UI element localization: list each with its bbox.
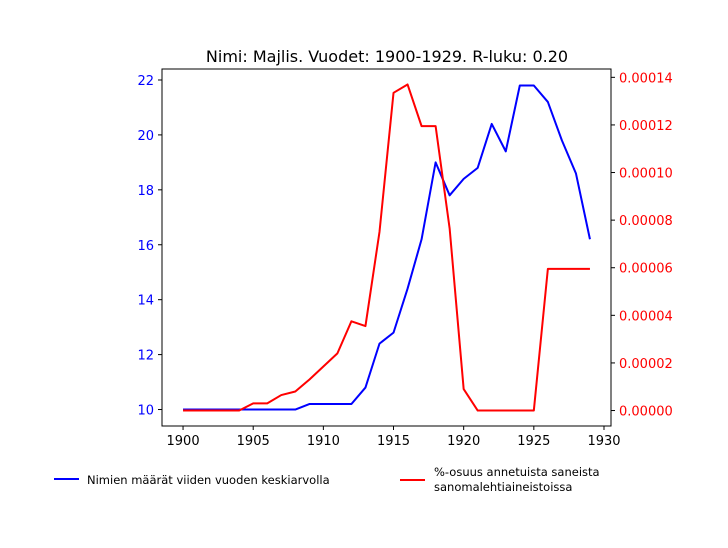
plot-frame (161, 68, 612, 427)
y-left-tick-label: 16 (137, 239, 154, 254)
y-right-tick-label: 0.00012 (619, 119, 673, 134)
y-right-tick-label: 0.00000 (619, 405, 673, 420)
legend: Nimien määrät viiden vuoden keskiarvolla… (54, 465, 603, 494)
y-right-tick-label: 0.00014 (619, 71, 673, 86)
x-tick-label: 1930 (587, 434, 620, 449)
x-tick-label: 1920 (447, 434, 480, 449)
y-right-tick-label: 0.00006 (619, 262, 673, 277)
legend-label-series-1: Nimien määrät viiden vuoden keskiarvolla (87, 473, 330, 487)
plot-lines (183, 83, 591, 412)
x-tick-label: 1905 (237, 434, 270, 449)
y-left-tick-label: 22 (137, 74, 154, 89)
legend-label-series-2-line-2: sanomalehtiaineistoissa (434, 480, 572, 494)
y-axis-left: 10 12 14 16 18 20 22 (137, 74, 162, 419)
y-right-tick-label: 0.00004 (619, 309, 673, 324)
x-axis: 1900 1905 1910 1915 1920 1925 1930 (167, 426, 621, 449)
x-tick-label: 1925 (517, 434, 550, 449)
y-left-tick-label: 14 (137, 294, 154, 309)
x-tick-label: 1900 (167, 434, 200, 449)
y-right-tick-label: 0.00010 (619, 167, 673, 182)
y-left-tick-label: 10 (137, 404, 154, 419)
legend-label-series-2: %-osuus annetuista saneista sanomalehtia… (434, 465, 603, 494)
y-left-tick-label: 18 (137, 184, 154, 199)
y-axis-right: 0.00000 0.00002 0.00004 0.00006 0.00008 0.000… (611, 71, 673, 420)
y-left-tick-label: 20 (137, 129, 154, 144)
y-right-tick-label: 0.00002 (619, 357, 673, 372)
y-left-tick-label: 12 (137, 349, 154, 364)
y-right-tick-label: 0.00008 (619, 214, 673, 229)
x-tick-label: 1910 (307, 434, 340, 449)
legend-label-series-2-line-1: %-osuus annetuista saneista (434, 465, 600, 479)
series-line-1 (183, 84, 591, 411)
x-tick-label: 1915 (377, 434, 410, 449)
series-line-2 (183, 83, 590, 412)
chart-title: Nimi: Majlis. Vuodet: 1900-1929. R-luku:… (206, 47, 568, 66)
